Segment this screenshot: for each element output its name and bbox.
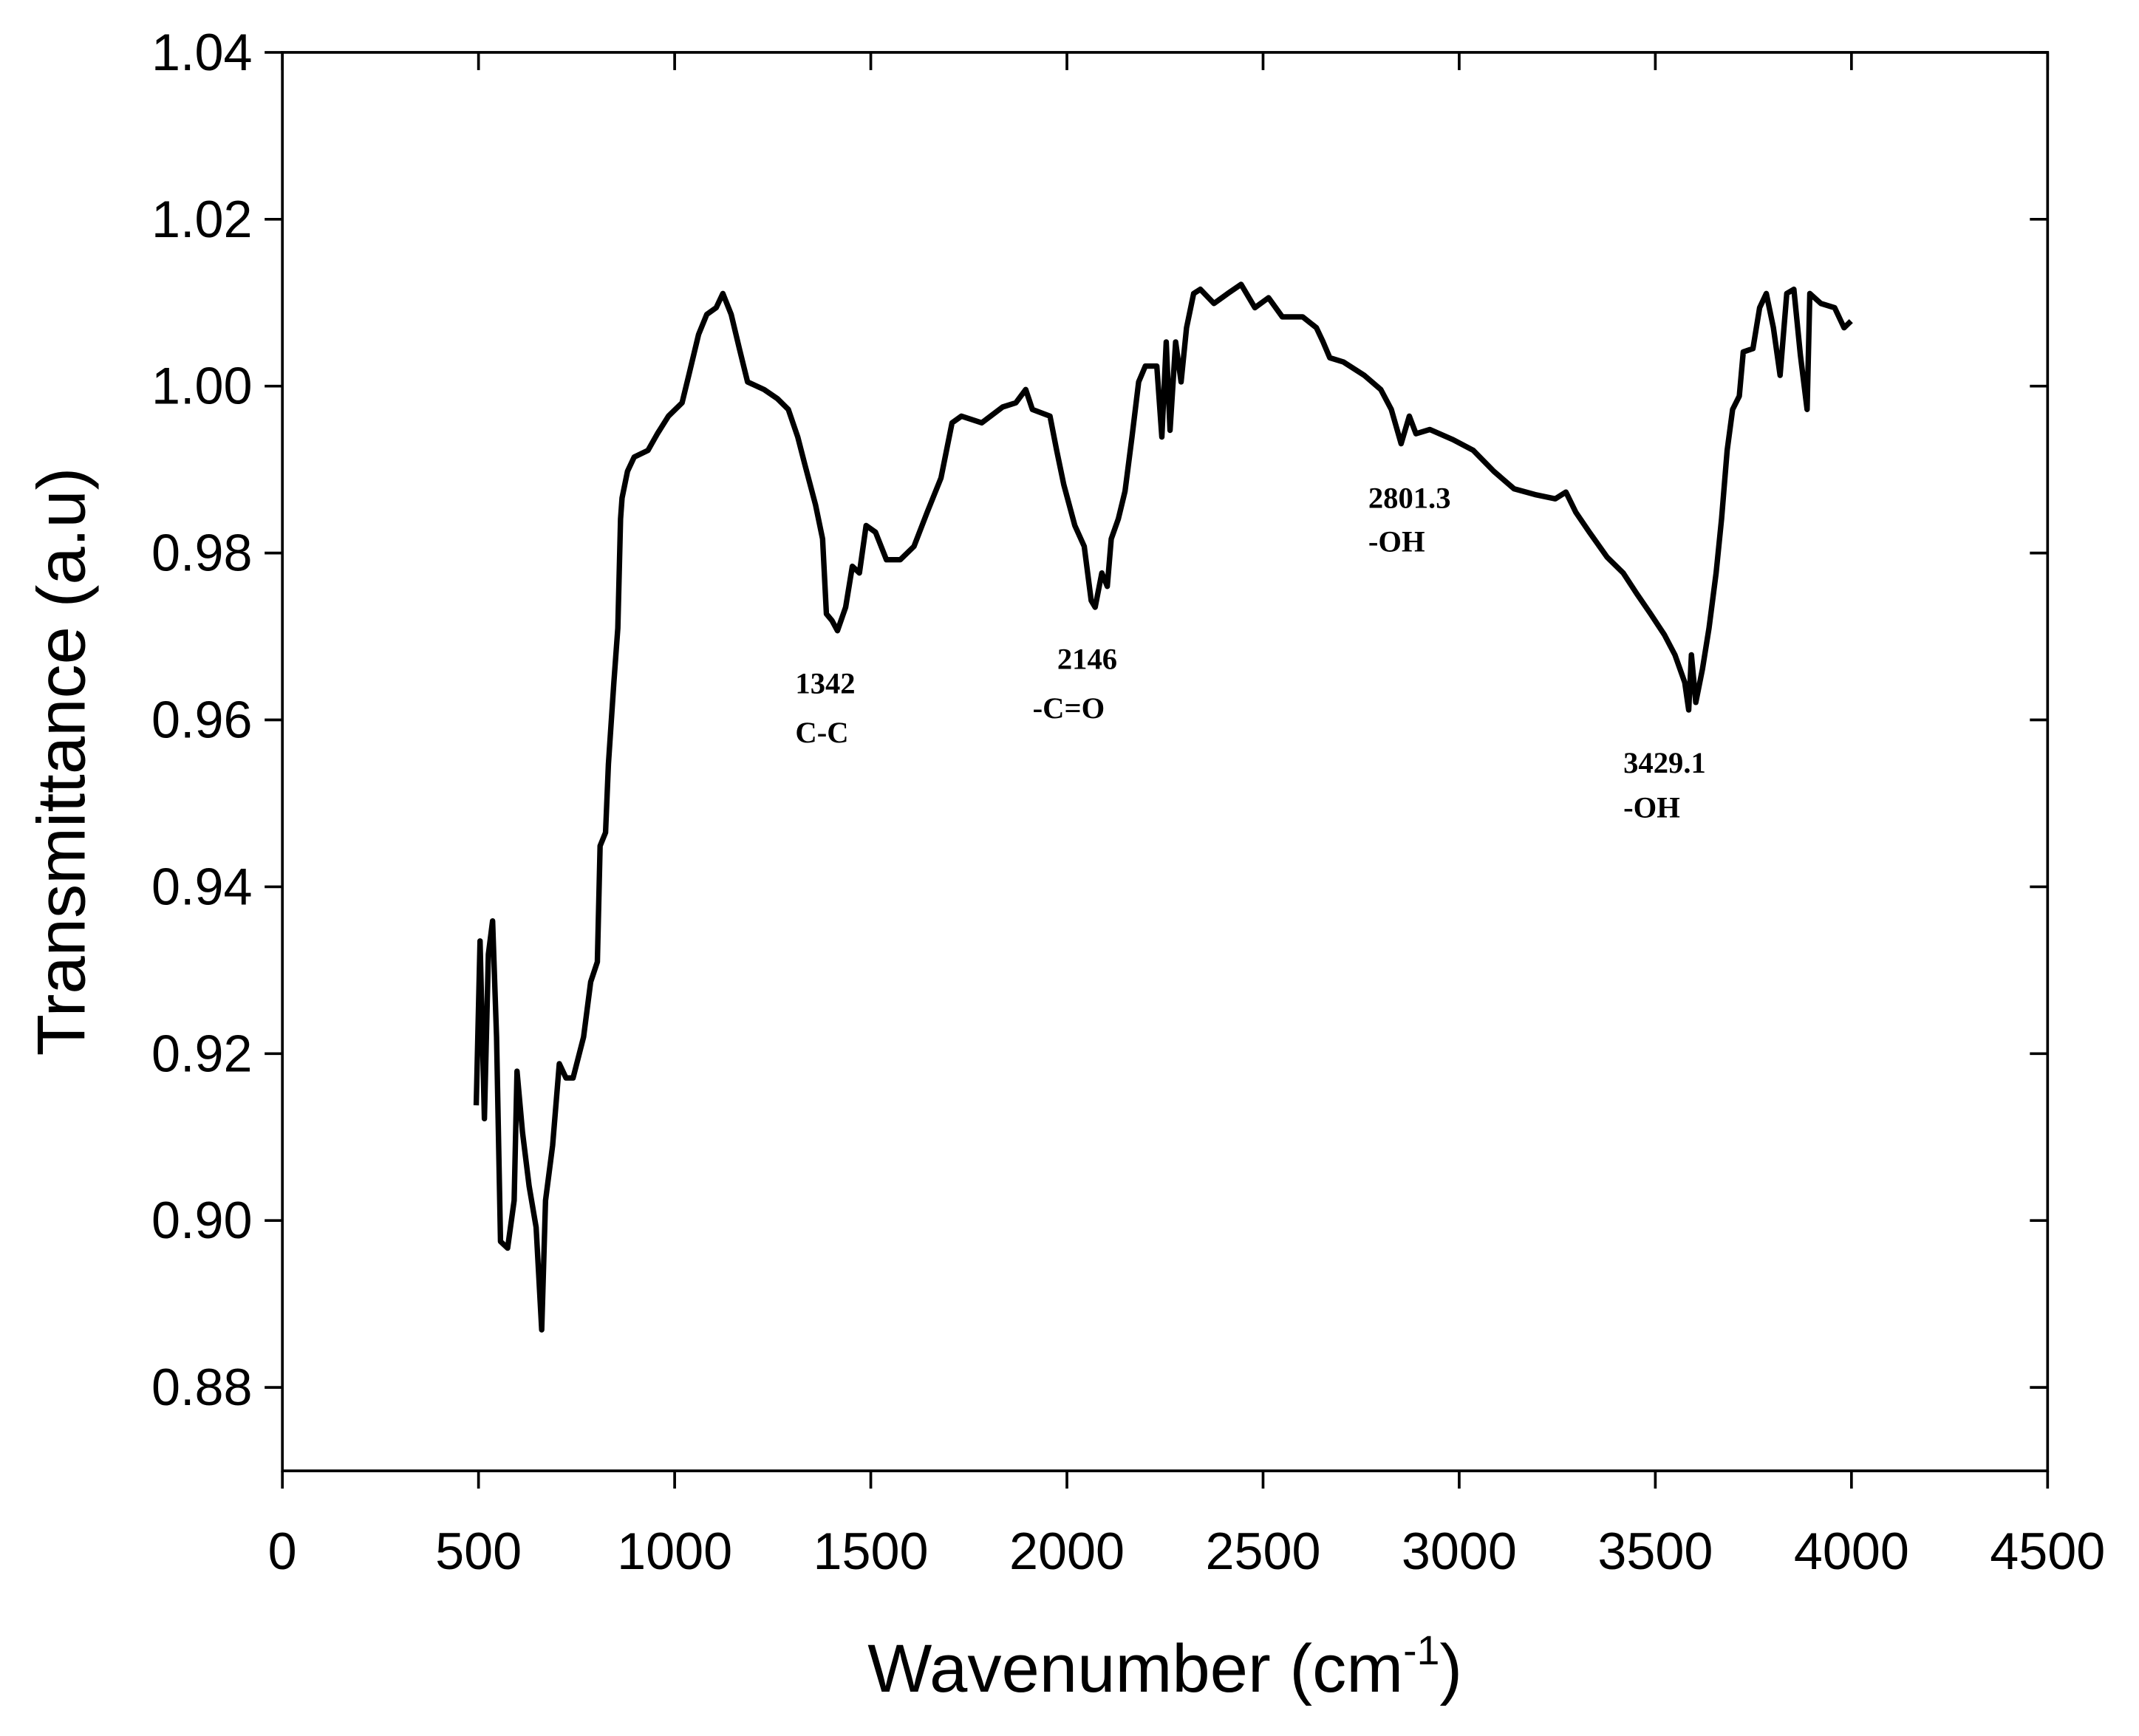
x-tick-label: 1000	[617, 1522, 732, 1580]
annotation: -C=O	[1033, 691, 1105, 725]
x-axis-label-suffix: )	[1439, 1630, 1462, 1706]
x-tick-label: 4500	[1990, 1522, 2105, 1580]
annotation: -OH	[1623, 791, 1680, 824]
y-tick-label: 0.96	[151, 691, 253, 749]
annotation: -OH	[1368, 525, 1425, 558]
x-axis-label: Wavenumber (cm-1)	[867, 1627, 1462, 1706]
y-tick-label: 0.98	[151, 524, 253, 582]
annotation: 3429.1	[1623, 746, 1706, 779]
x-axis-label-text: Wavenumber (cm	[867, 1630, 1403, 1706]
x-tick-label: 4000	[1794, 1522, 1909, 1580]
y-tick-label: 1.00	[151, 357, 253, 415]
x-tick-label: 3000	[1402, 1522, 1517, 1580]
spectrum-line	[473, 281, 1853, 1333]
annotation: 2801.3	[1368, 482, 1451, 515]
x-tick-label: 3500	[1597, 1522, 1713, 1580]
y-tick-label: 0.90	[151, 1191, 253, 1249]
x-tick-label: 500	[435, 1522, 522, 1580]
annotation: 1342	[795, 667, 855, 700]
y-axis-label: Transmittance (a.u)	[22, 468, 99, 1056]
x-tick-label: 1500	[813, 1522, 929, 1580]
x-tick-label: 2000	[1009, 1522, 1125, 1580]
y-tick-label: 0.88	[151, 1358, 253, 1416]
x-axis-label-sup: -1	[1403, 1627, 1439, 1673]
plot-frame	[281, 51, 2050, 1472]
y-tick-label: 0.92	[151, 1024, 253, 1082]
annotation: 2146	[1057, 642, 1117, 675]
y-tick-label: 1.04	[151, 23, 253, 81]
x-tick-label: 2500	[1205, 1522, 1320, 1580]
y-tick-label: 1.02	[151, 190, 253, 248]
x-tick-label: 0	[268, 1522, 297, 1580]
annotation: C-C	[795, 716, 848, 749]
y-tick-label: 0.94	[151, 857, 253, 915]
